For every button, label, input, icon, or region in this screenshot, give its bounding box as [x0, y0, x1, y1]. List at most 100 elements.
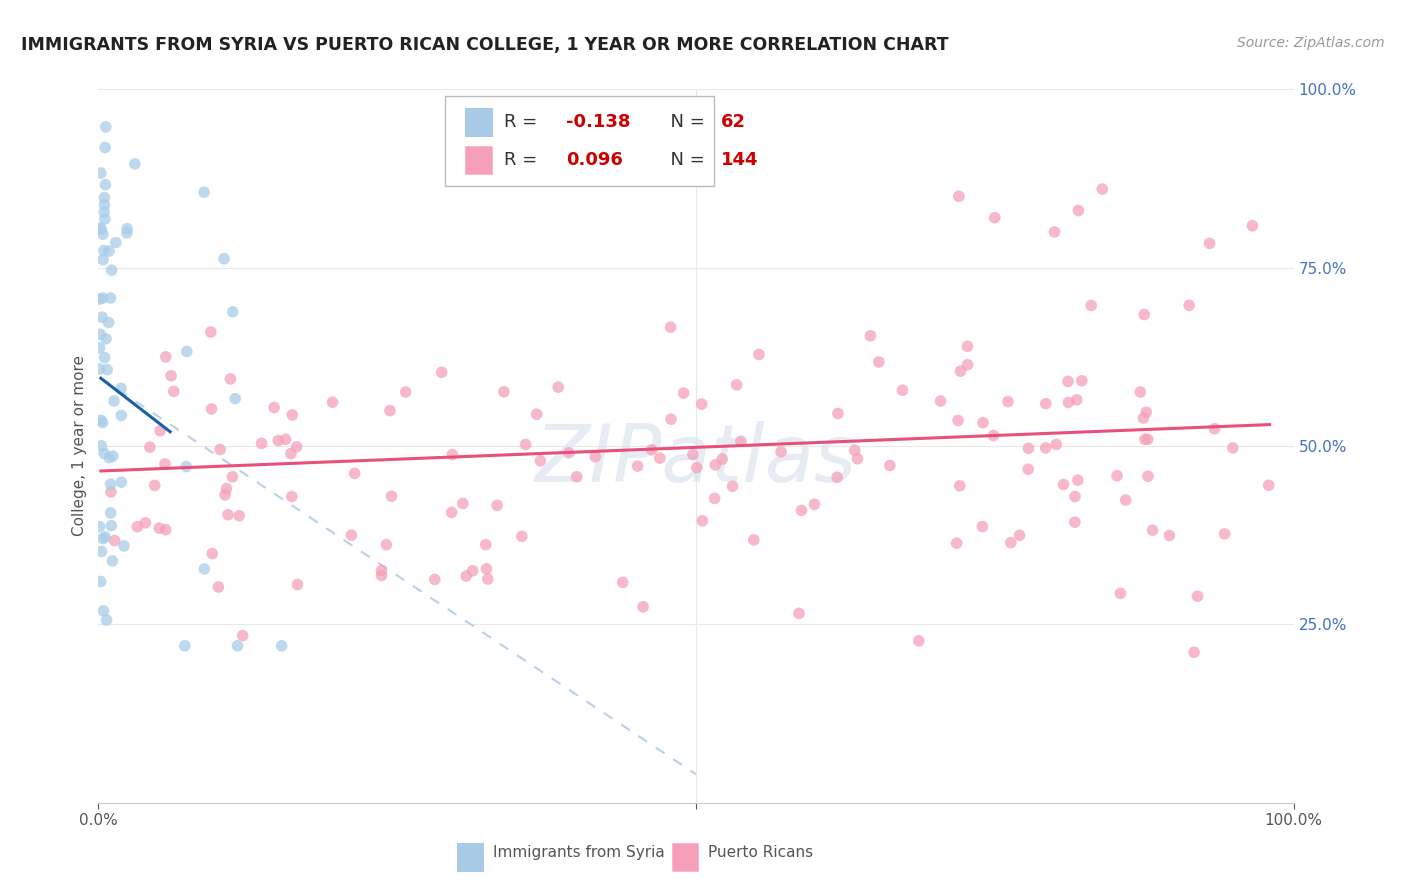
Point	[659, 320, 682, 334]
Point	[879, 458, 901, 473]
Point	[825, 470, 848, 484]
Text: Source: ZipAtlas.com: Source: ZipAtlas.com	[1237, 36, 1385, 50]
Point	[648, 451, 671, 466]
Point	[827, 407, 849, 421]
Point	[209, 442, 232, 457]
Point	[100, 518, 122, 533]
Text: 144: 144	[721, 151, 759, 169]
Point	[1066, 392, 1088, 407]
Point	[285, 440, 308, 454]
Point	[101, 554, 124, 568]
Point	[90, 413, 112, 427]
Point	[1241, 219, 1264, 233]
Point	[492, 384, 515, 399]
Point	[280, 446, 302, 460]
Point	[127, 520, 149, 534]
Point	[110, 382, 132, 396]
Point	[440, 505, 463, 519]
Point	[160, 368, 183, 383]
Point	[104, 533, 127, 548]
Point	[91, 532, 114, 546]
Point	[1133, 433, 1156, 447]
Point	[1000, 535, 1022, 549]
Point	[1109, 586, 1132, 600]
Point	[173, 639, 195, 653]
Point	[217, 508, 239, 522]
Point	[281, 490, 304, 504]
Point	[267, 434, 290, 448]
Point	[456, 569, 478, 583]
Point	[790, 503, 813, 517]
Point	[477, 572, 499, 586]
Point	[89, 221, 111, 235]
Point	[486, 498, 509, 512]
Point	[100, 263, 122, 277]
Point	[1063, 515, 1085, 529]
Point	[103, 394, 125, 409]
Text: Puerto Ricans: Puerto Ricans	[709, 846, 813, 860]
Point	[659, 412, 682, 426]
Point	[93, 446, 115, 460]
Point	[100, 477, 122, 491]
Point	[250, 436, 273, 450]
Point	[1136, 432, 1159, 446]
Point	[115, 226, 138, 240]
Point	[946, 413, 969, 427]
Point	[430, 365, 453, 379]
Point	[89, 292, 111, 306]
Point	[274, 433, 297, 447]
Point	[94, 120, 117, 134]
Point	[115, 221, 138, 235]
Point	[1105, 468, 1128, 483]
Text: IMMIGRANTS FROM SYRIA VS PUERTO RICAN COLLEGE, 1 YEAR OR MORE CORRELATION CHART: IMMIGRANTS FROM SYRIA VS PUERTO RICAN CO…	[21, 36, 949, 54]
Point	[143, 478, 166, 492]
Point	[163, 384, 186, 399]
Point	[704, 458, 727, 472]
Point	[949, 479, 972, 493]
Point	[200, 325, 222, 339]
Point	[232, 629, 254, 643]
Point	[948, 189, 970, 203]
Point	[91, 252, 114, 267]
Point	[929, 394, 952, 409]
Point	[997, 394, 1019, 409]
Point	[94, 140, 117, 154]
Point	[770, 444, 793, 458]
Point	[972, 519, 994, 533]
Point	[1052, 477, 1074, 491]
Point	[224, 392, 246, 406]
Point	[90, 544, 112, 558]
Text: 0.096: 0.096	[565, 151, 623, 169]
Point	[1067, 203, 1090, 218]
Point	[370, 564, 392, 578]
Point	[1045, 437, 1067, 451]
Point	[89, 341, 111, 355]
Point	[90, 439, 112, 453]
Point	[1132, 411, 1154, 425]
Point	[212, 252, 235, 266]
Point	[1133, 308, 1156, 322]
Point	[1008, 528, 1031, 542]
Point	[1080, 298, 1102, 312]
Point	[803, 497, 825, 511]
Point	[956, 339, 979, 353]
Point	[565, 469, 588, 483]
Point	[1182, 645, 1205, 659]
Point	[1213, 527, 1236, 541]
Point	[686, 460, 709, 475]
Point	[91, 227, 114, 242]
Text: R =: R =	[503, 151, 543, 169]
Point	[1057, 375, 1080, 389]
Point	[93, 205, 115, 219]
Point	[725, 377, 748, 392]
Point	[93, 604, 115, 618]
Point	[703, 491, 725, 506]
Point	[370, 568, 392, 582]
Point	[423, 573, 446, 587]
Point	[1204, 422, 1226, 436]
Point	[263, 401, 285, 415]
Point	[153, 457, 176, 471]
Point	[1057, 395, 1080, 409]
Point	[1142, 523, 1164, 537]
Point	[343, 467, 366, 481]
